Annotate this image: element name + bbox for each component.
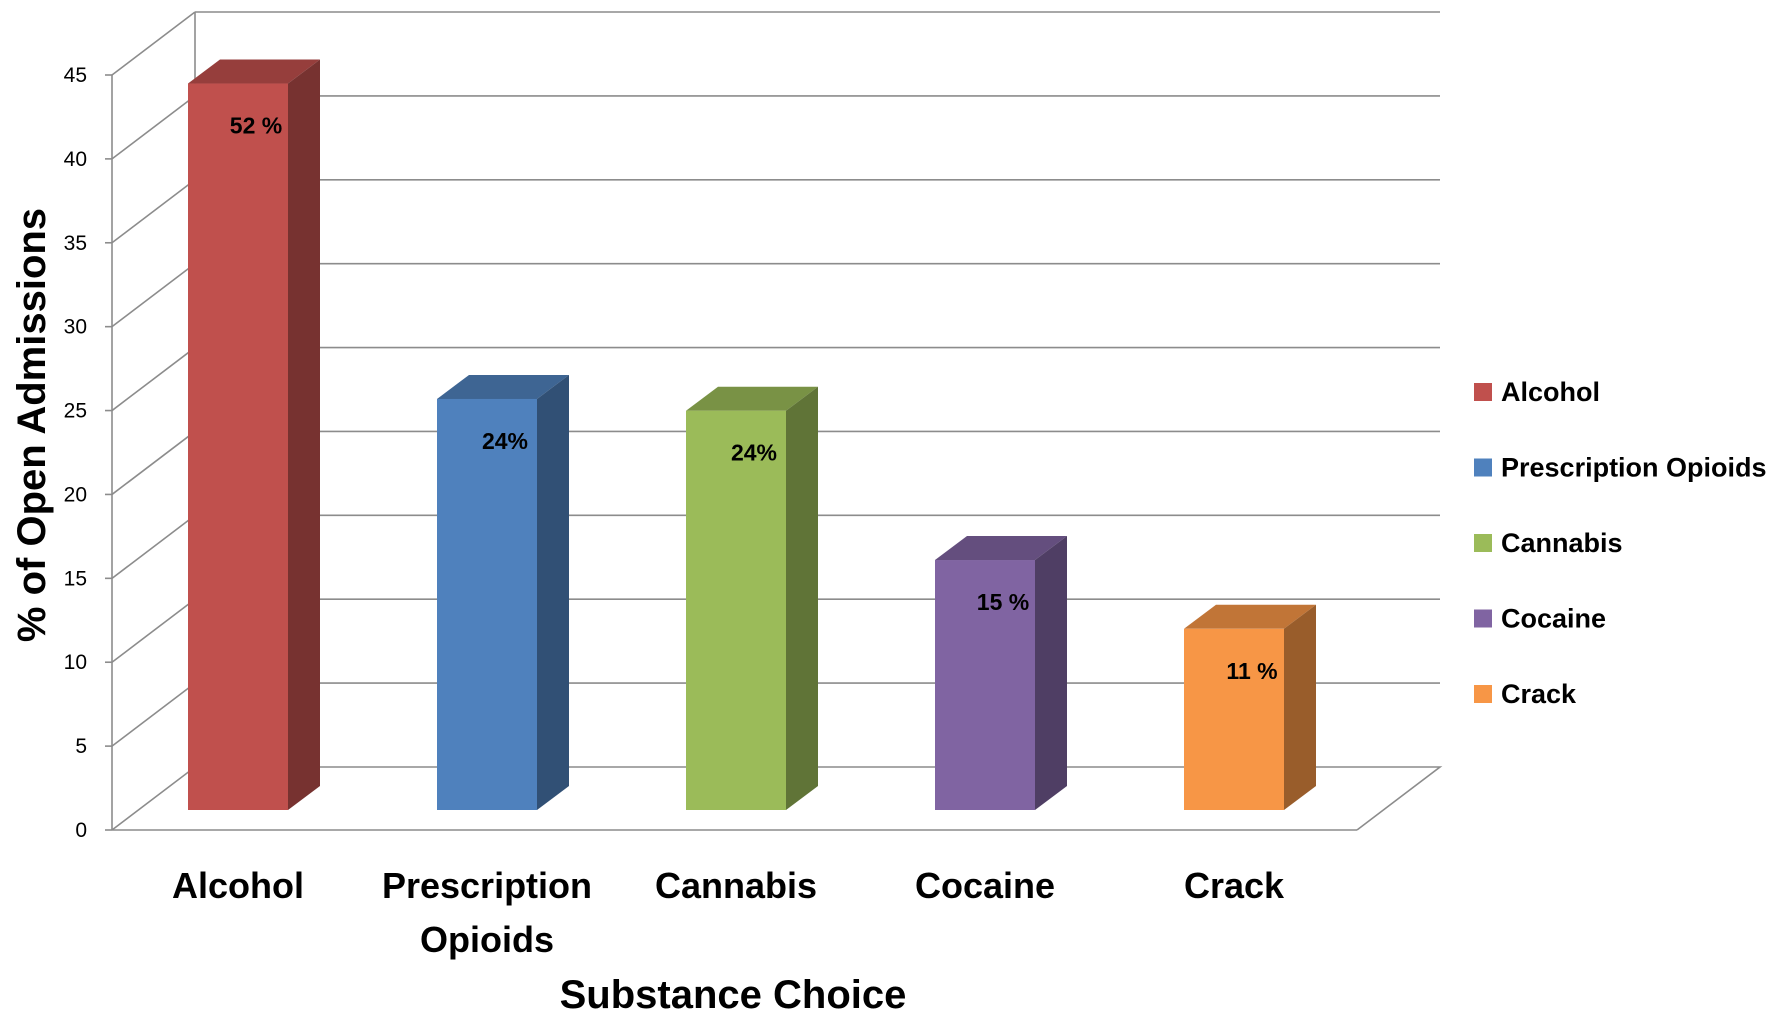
bar-side-1: [537, 374, 569, 810]
data-label-3: 15 %: [977, 589, 1029, 615]
bar-side-2: [786, 386, 818, 810]
legend-label-2: Cannabis: [1501, 528, 1623, 558]
y-tick-label: 15: [64, 567, 87, 590]
y-tick-label: 10: [64, 651, 87, 674]
side-gridline: [111, 263, 196, 328]
side-gridline: [111, 514, 196, 579]
category-label-0: Alcohol: [172, 865, 304, 906]
y-tick-label: 20: [64, 483, 87, 506]
side-gridline: [111, 682, 196, 747]
legend-swatch-3: [1474, 609, 1492, 628]
side-gridline: [111, 346, 196, 412]
category-label-3: Cocaine: [915, 865, 1055, 906]
data-labels: 52 % 24% 24% 15 % 11 %: [230, 113, 1278, 684]
legend-swatch-1: [1474, 458, 1492, 477]
side-gridline: [111, 11, 196, 76]
bar-top-3: [935, 536, 1067, 561]
data-label-2: 24%: [731, 440, 777, 466]
bar-4: [1184, 628, 1284, 810]
y-tick-label: 30: [64, 316, 87, 339]
bar-top-4: [1184, 604, 1316, 629]
bar-top-1: [437, 374, 569, 399]
data-label-4: 11 %: [1226, 658, 1277, 684]
legend-swatch-0: [1474, 383, 1492, 401]
side-gridline: [111, 430, 196, 496]
y-axis-title: % of Open Admissions: [10, 208, 54, 642]
legend-label-1: Prescription Opioids: [1501, 453, 1767, 483]
y-tick-label: 5: [75, 735, 87, 758]
side-gridline: [111, 95, 196, 160]
category-label-4: Crack: [1184, 865, 1285, 906]
bars: [188, 59, 1316, 811]
legend-label-4: Crack: [1501, 679, 1577, 709]
legend-label-0: Alcohol: [1501, 377, 1600, 407]
y-tick-label: 25: [64, 400, 87, 423]
bar-side-4: [1284, 604, 1316, 810]
y-axis-ticks: 0 5 10 15 20 25 30 35 40 45: [64, 64, 87, 842]
legend-label-3: Cocaine: [1501, 604, 1606, 634]
bar-0: [188, 83, 288, 811]
category-label-1: Opioids: [420, 919, 554, 960]
y-tick-label: 40: [64, 148, 87, 171]
legend-swatch-4: [1474, 685, 1492, 703]
y-tick-label: 45: [64, 64, 87, 87]
bar-top-0: [188, 59, 320, 84]
x-axis-title: Substance Choice: [560, 973, 907, 1014]
bar-2: [686, 410, 786, 810]
data-label-0: 52 %: [230, 113, 282, 139]
bar-1: [437, 398, 537, 810]
side-gridline: [111, 179, 196, 244]
bar-side-0: [288, 59, 320, 811]
legend: Alcohol Prescription Opioids Cannabis Cocai…: [1474, 377, 1767, 709]
side-gridline: [111, 598, 196, 663]
y-tick-label: 35: [64, 232, 87, 255]
category-label-2: Cannabis: [655, 865, 817, 906]
bar-3: [935, 560, 1035, 810]
bar-side-3: [1035, 536, 1067, 810]
category-labels: Alcohol Prescription Opioids Cannabis Cocain…: [172, 865, 1285, 960]
data-label-1: 24%: [482, 428, 528, 454]
y-tick-label: 0: [75, 819, 87, 842]
bar-top-2: [686, 386, 818, 411]
category-label-1: Prescription: [382, 865, 592, 906]
legend-swatch-2: [1474, 534, 1492, 552]
